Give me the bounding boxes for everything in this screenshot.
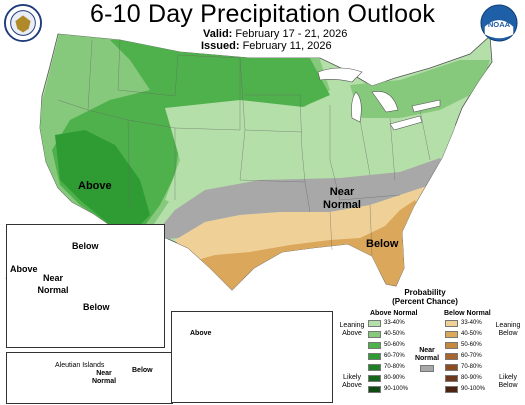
alaska-normal-label: Normal — [37, 285, 69, 295]
legend-above-row: 33-40% — [368, 319, 405, 327]
legend-above-swatch — [368, 385, 381, 393]
legend-below-swatch — [445, 363, 458, 371]
valid-label: Valid: — [203, 28, 233, 40]
legend-above-range: 33-40% — [384, 319, 405, 326]
aleutian-below-label: Below — [132, 367, 153, 374]
legend-below-row: 33-40% — [445, 319, 482, 327]
above-60-70-region — [55, 130, 150, 230]
legend-above-swatch — [368, 374, 381, 382]
legend-below-row: 90-100% — [445, 385, 485, 393]
issued-value: February 11, 2026 — [242, 40, 332, 52]
legend-leaning-below: Leaning Below — [493, 322, 523, 338]
legend-leaning-below-2: Below — [498, 330, 518, 337]
legend-near-line1: Near — [419, 347, 435, 354]
legend-above-row: 80-90% — [368, 374, 405, 382]
legend-below-row: 40-50% — [445, 330, 482, 338]
legend-likely-above: Likely Above — [338, 374, 366, 390]
legend-above-range: 40-50% — [384, 330, 405, 337]
legend-above-row: 40-50% — [368, 330, 405, 338]
aleutian-near-label: Near — [96, 370, 112, 377]
legend-likely-below-2: Below — [498, 382, 518, 389]
legend-above-swatch — [368, 363, 381, 371]
legend-below-row: 80-90% — [445, 374, 482, 382]
conus-normal-label: Normal — [323, 199, 361, 211]
hawaii-above-label: Above — [190, 330, 212, 337]
issued-label: Issued: — [201, 40, 240, 52]
legend-below-row: 60-70% — [445, 352, 482, 360]
legend-above-range: 50-60% — [384, 341, 405, 348]
legend-above-swatch — [368, 330, 381, 338]
legend-below-swatch — [445, 319, 458, 327]
state-lines — [57, 39, 431, 256]
legend-below-range: 80-90% — [461, 374, 482, 381]
legend-below-swatch — [445, 352, 458, 360]
conus-near-label: Near — [329, 186, 355, 198]
legend-above-swatch — [368, 352, 381, 360]
near-normal-region — [150, 158, 450, 240]
legend-above-range: 90-100% — [384, 385, 409, 392]
svg-text:NOAA: NOAA — [488, 20, 511, 29]
legend-leaning-above-2: Above — [342, 330, 362, 337]
legend-below-swatch — [445, 341, 458, 349]
legend-above-row: 50-60% — [368, 341, 405, 349]
legend-above-swatch — [368, 341, 381, 349]
page-title: 6-10 Day Precipitation Outlook — [89, 0, 436, 28]
legend-below-range: 50-60% — [461, 341, 482, 348]
great-lakes — [317, 67, 441, 131]
legend-likely-below-1: Likely — [499, 374, 517, 381]
alaska-inset — [6, 224, 165, 348]
legend-above-range: 60-70% — [384, 352, 405, 359]
legend-below-swatch — [445, 374, 458, 382]
legend-above-row: 70-80% — [368, 363, 405, 371]
legend-below-row: 50-60% — [445, 341, 482, 349]
conus-above-label: Above — [78, 180, 112, 192]
valid-dates: Valid: February 17 - 21, 2026 — [203, 28, 347, 40]
alaska-above-label: Above — [10, 264, 38, 274]
alaska-below-north-label: Below — [72, 241, 99, 251]
aleutian-inset — [6, 352, 173, 404]
legend-above-header: Above Normal — [370, 310, 418, 317]
noaa-logo-icon: NOAA — [480, 4, 518, 42]
legend-below-header: Below Normal — [444, 310, 491, 317]
legend-below-range: 60-70% — [461, 352, 482, 359]
legend-below-swatch — [445, 385, 458, 393]
alaska-below-south-label: Below — [83, 302, 110, 312]
legend-below-swatch — [445, 330, 458, 338]
legend-likely-above-2: Above — [342, 382, 362, 389]
legend-leaning-above-1: Leaning — [339, 322, 365, 329]
alaska-near-label: Near — [42, 273, 63, 283]
legend-below-row: 70-80% — [445, 363, 482, 371]
legend-below-range: 70-80% — [461, 363, 482, 370]
hawaii-inset — [171, 311, 333, 403]
legend-below-range: 90-100% — [461, 385, 486, 392]
legend-below-range: 40-50% — [461, 330, 482, 337]
legend-above-range: 70-80% — [384, 363, 405, 370]
legend-near-normal-swatch — [420, 365, 434, 372]
legend-near-line2: Normal — [414, 355, 440, 362]
legend-title: Probability (Percent Chance) — [390, 288, 460, 306]
legend-likely-below: Likely Below — [493, 374, 523, 390]
legend-leaning-below-1: Leaning — [495, 322, 521, 329]
legend-title-line2: (Percent Chance) — [392, 297, 458, 306]
legend-below-range: 33-40% — [461, 319, 482, 326]
legend-title-line1: Probability — [404, 288, 446, 297]
legend-above-row: 90-100% — [368, 385, 408, 393]
issued-date: Issued: February 11, 2026 — [201, 40, 332, 52]
legend-likely-above-1: Likely — [343, 374, 361, 381]
conus-below-label: Below — [366, 238, 399, 250]
legend-above-row: 60-70% — [368, 352, 405, 360]
valid-value: February 17 - 21, 2026 — [235, 28, 348, 40]
legend-above-swatch — [368, 319, 381, 327]
aleutian-title-label: Aleutian Islands — [55, 362, 105, 369]
commerce-seal-icon — [4, 4, 42, 42]
legend-leaning-above: Leaning Above — [338, 322, 366, 338]
legend-above-range: 80-90% — [384, 374, 405, 381]
legend-near-normal: Near Normal — [412, 347, 442, 363]
aleutian-normal-label: Normal — [91, 378, 117, 385]
